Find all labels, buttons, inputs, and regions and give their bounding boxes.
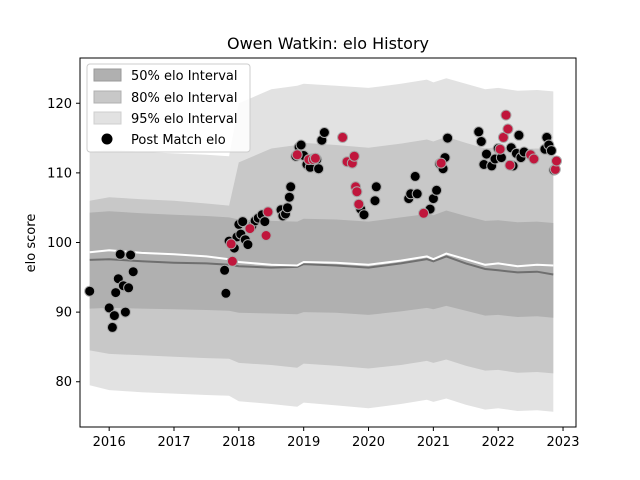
post-match-point-0-51 — [411, 188, 423, 200]
post-match-point-1-2 — [244, 223, 256, 235]
post-match-point-0-54 — [431, 184, 443, 196]
y-tick-label-100: 100 — [47, 236, 72, 251]
post-match-point-0-76 — [545, 145, 557, 157]
legend-swatch-80 — [93, 90, 122, 104]
post-match-point-1-21 — [502, 123, 514, 135]
post-match-point-1-1 — [226, 255, 238, 267]
post-match-point-1-4 — [262, 206, 274, 218]
post-match-point-0-32 — [285, 181, 297, 193]
post-match-point-0-35 — [295, 139, 307, 151]
post-match-point-0-26 — [259, 216, 271, 228]
post-match-point-1-24 — [528, 153, 540, 165]
post-match-point-0-11 — [127, 266, 139, 278]
post-match-point-0-4 — [110, 287, 122, 299]
post-match-point-1-5 — [291, 149, 303, 161]
post-match-point-0-3 — [108, 310, 120, 322]
post-match-point-1-15 — [353, 198, 365, 210]
post-match-point-0-0 — [84, 285, 96, 297]
chart-title: Owen Watkin: elo History — [227, 34, 429, 53]
post-match-point-0-13 — [220, 287, 232, 299]
post-match-point-1-17 — [435, 157, 447, 169]
post-match-point-0-8 — [119, 306, 131, 318]
post-match-point-1-3 — [260, 230, 272, 241]
y-tick-label-110: 110 — [47, 166, 72, 181]
post-match-point-1-0 — [225, 238, 237, 250]
post-match-point-0-9 — [123, 282, 135, 294]
post-match-point-0-60 — [475, 136, 487, 147]
post-match-point-1-18 — [494, 143, 506, 155]
y-tick-label-120: 120 — [47, 97, 72, 112]
legend-marker-post-match — [101, 133, 113, 145]
mean-elo-line — [89, 249, 554, 268]
y-axis: 80 90 100 110 120 — [47, 97, 80, 390]
post-match-point-1-26 — [551, 155, 562, 167]
post-match-point-0-19 — [237, 216, 249, 228]
post-match-point-1-16 — [418, 207, 430, 219]
post-match-point-0-47 — [370, 181, 382, 193]
legend-label-50: 50% elo Interval — [131, 69, 238, 84]
legend-swatch-50 — [93, 68, 122, 82]
x-tick-label-2022: 2022 — [482, 435, 515, 450]
post-match-point-0-10 — [125, 249, 137, 261]
plot-area — [84, 78, 562, 412]
legend-box — [86, 63, 251, 153]
x-tick-label-2023: 2023 — [546, 435, 579, 450]
post-match-point-0-43 — [318, 127, 330, 138]
post-match-point-1-8 — [309, 152, 321, 164]
legend-label-95: 95% elo Interval — [131, 112, 238, 127]
y-tick-label-90: 90 — [55, 306, 72, 321]
y-axis-label: elo score — [24, 214, 39, 273]
post-match-point-0-46 — [369, 195, 381, 207]
post-match-point-0-12 — [219, 264, 231, 276]
post-match-point-1-22 — [504, 159, 516, 171]
post-match-point-1-14 — [351, 186, 363, 198]
post-match-point-0-41 — [313, 163, 325, 175]
median-elo-line — [89, 255, 554, 276]
x-tick-label-2019: 2019 — [287, 435, 320, 450]
post-match-point-0-1 — [103, 302, 115, 314]
x-tick-label-2021: 2021 — [417, 435, 450, 450]
post-match-point-0-45 — [358, 209, 370, 221]
post-match-point-0-50 — [409, 170, 421, 182]
post-match-point-0-58 — [442, 132, 454, 144]
post-match-point-0-62 — [481, 148, 492, 160]
legend: 50% elo Interval 80% elo Interval 95% el… — [86, 63, 251, 153]
x-tick-label-2020: 2020 — [352, 435, 385, 450]
post-match-point-0-70 — [513, 129, 525, 141]
post-match-point-0-2 — [106, 321, 118, 333]
legend-label-80: 80% elo Interval — [131, 91, 238, 106]
y-tick-label-80: 80 — [55, 375, 72, 390]
x-tick-label-2017: 2017 — [157, 435, 190, 450]
post-match-point-1-19 — [497, 131, 509, 143]
x-tick-label-2016: 2016 — [93, 435, 126, 450]
legend-label-post-match: Post Match elo — [131, 133, 226, 148]
post-match-point-1-20 — [500, 109, 512, 121]
post-match-point-1-12 — [348, 150, 360, 162]
post-match-point-0-30 — [282, 202, 293, 214]
post-match-point-0-31 — [283, 191, 295, 203]
legend-swatch-95 — [93, 111, 122, 125]
x-tick-label-2018: 2018 — [222, 435, 255, 450]
post-match-point-0-6 — [114, 248, 126, 260]
post-match-point-1-9 — [337, 131, 349, 143]
post-match-point-0-21 — [242, 239, 254, 251]
x-axis: 2016 2017 2018 2019 2020 2021 2022 2023 — [93, 427, 580, 450]
post-match-point-0-59 — [473, 126, 485, 138]
